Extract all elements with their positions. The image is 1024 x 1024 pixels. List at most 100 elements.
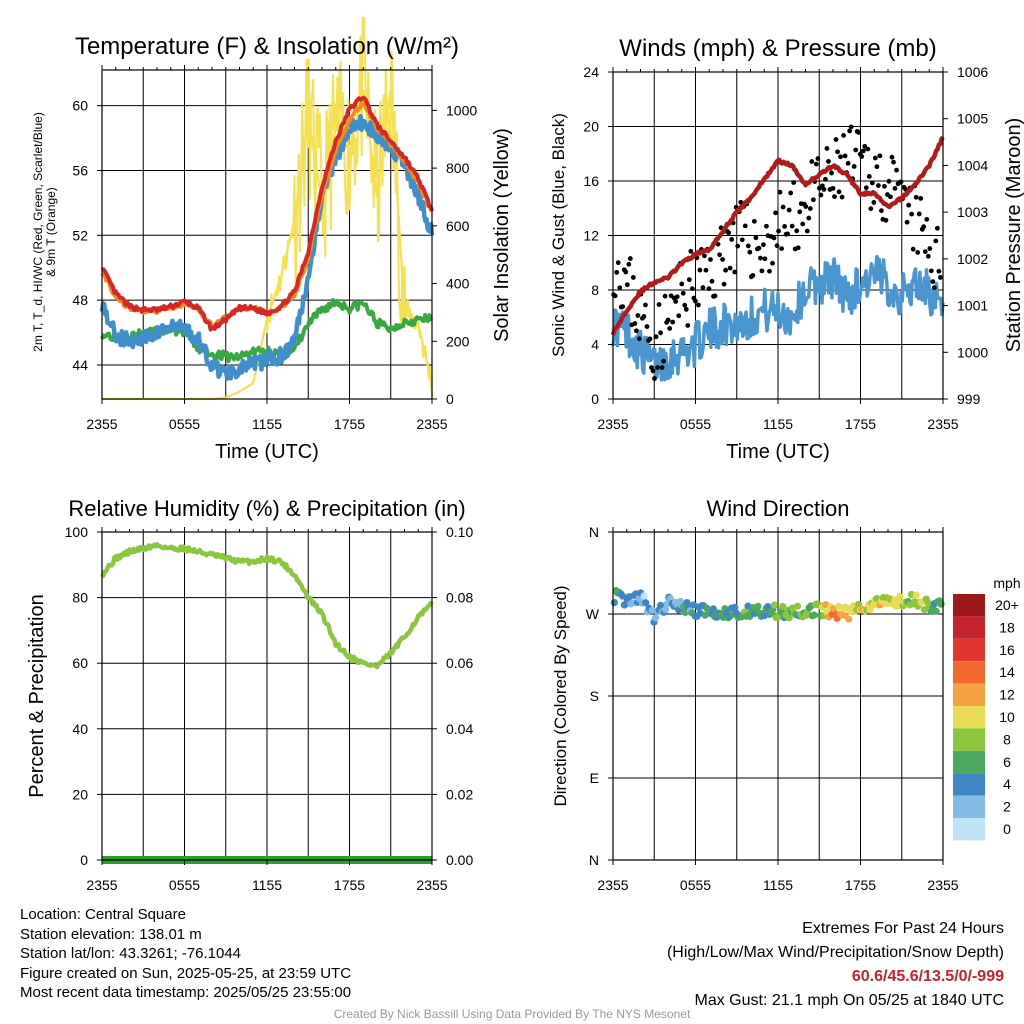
gust-point: [891, 159, 896, 165]
y-tick-label-right: 1000: [957, 344, 988, 360]
gust-point: [620, 304, 626, 310]
gust-point: [712, 293, 718, 299]
gust-point: [742, 223, 748, 229]
gust-point: [644, 324, 650, 329]
gust-point: [925, 253, 931, 259]
gust-point: [886, 178, 892, 184]
gust-point: [928, 268, 934, 274]
gust-point: [859, 154, 865, 159]
extremes-title: Extremes For Past 24 Hours: [802, 920, 1004, 937]
gust-point: [727, 265, 733, 271]
gust-point: [877, 153, 883, 159]
y-tick-label-left: E: [590, 770, 599, 786]
location-text: Location: Central Square: [20, 906, 186, 923]
gust-point: [927, 246, 933, 251]
recent-text: Most recent data timestamp: 2025/05/25 2…: [20, 984, 352, 1001]
gust-point: [937, 275, 943, 280]
gust-point: [875, 183, 881, 188]
gust-point: [866, 174, 872, 179]
gust-point: [673, 299, 679, 304]
gust-point: [826, 159, 831, 164]
direction-point: [619, 592, 627, 600]
gust-point: [656, 302, 662, 307]
direction-point: [656, 601, 665, 609]
direction-point: [610, 599, 618, 607]
colorbar-swatch: [953, 818, 985, 841]
gust-point: [913, 194, 919, 200]
gust-point: [779, 246, 784, 251]
gust-point: [665, 317, 671, 323]
gust-point: [872, 155, 878, 161]
colorbar-label: 0: [1003, 821, 1011, 837]
gust-point: [830, 185, 836, 191]
gust-point: [874, 164, 880, 170]
gust-point: [686, 277, 692, 283]
gust-point: [815, 156, 821, 161]
gust-point: [906, 202, 912, 208]
gust-point: [617, 285, 623, 291]
gust-point: [685, 323, 691, 328]
colorbar-label: 2: [1003, 799, 1011, 815]
gust-point: [721, 281, 727, 287]
x-tick-label: 1155: [252, 877, 282, 893]
y-tick-label-right: 0.10: [446, 524, 473, 540]
y-tick-label-left: S: [590, 688, 599, 704]
direction-point: [779, 602, 787, 611]
x-tick-label: 1755: [334, 877, 365, 893]
gust-point: [803, 204, 809, 209]
gust-point: [747, 249, 753, 255]
gust-point: [706, 286, 712, 292]
colorbar-swatch: [953, 795, 985, 818]
y-tick-label-left: 44: [72, 357, 88, 373]
gust-point: [930, 279, 936, 285]
gust-point: [931, 285, 937, 291]
gust-point: [612, 293, 618, 299]
y-tick-label-left: 56: [72, 162, 88, 178]
y-tick-label-right: 200: [446, 333, 470, 349]
x-tick-label: 1755: [334, 416, 365, 432]
direction-point: [896, 593, 904, 601]
gust-point: [922, 249, 928, 255]
panel-winds-pressure: 2355 0555 1155 1755 2355 0 4 8 12 16 20 24 999 1000 10…: [549, 35, 1024, 463]
direction-point: [661, 605, 670, 613]
x-tick-label: 2355: [416, 416, 447, 432]
y-tick-label-left: 60: [72, 98, 88, 114]
gust-point: [762, 256, 768, 262]
colorbar-swatch: [953, 594, 985, 617]
gust-point: [723, 267, 729, 273]
gust-point: [863, 185, 869, 191]
direction-point: [701, 611, 709, 619]
gust-point: [729, 237, 735, 242]
gust-point: [697, 267, 703, 273]
gust-point: [653, 334, 659, 340]
y-tick-label-left: 0: [591, 391, 599, 407]
gust-point: [833, 137, 839, 142]
series-solar-insolation-detail: [266, 16, 433, 397]
y-tick-label-left: W: [586, 606, 600, 622]
gust-point: [797, 209, 803, 215]
series-2m-t: [100, 95, 434, 332]
y-tick-label-left: 8: [591, 282, 599, 298]
y-tick-label-right: 999: [957, 391, 981, 407]
gust-point: [776, 228, 781, 234]
created-text: Figure created on Sun, 2025-05-25, at 23…: [20, 964, 352, 982]
gust-point: [735, 243, 741, 249]
extremes-values: 60.6/45.6/13.5/0/-999: [851, 968, 1004, 985]
gust-point: [806, 215, 812, 221]
gust-point: [679, 281, 685, 287]
gust-point: [909, 211, 915, 217]
gust-point: [823, 176, 828, 182]
gust-point: [862, 143, 868, 149]
gust-point: [695, 302, 701, 308]
y-tick-label-right: 1000: [446, 102, 477, 118]
gust-point: [832, 194, 837, 199]
x-tick-label: 2355: [416, 877, 447, 893]
chart-title: Relative Humidity (%) & Precipitation (i…: [68, 496, 465, 521]
gust-point: [933, 238, 939, 244]
y-tick-label-left: 80: [72, 590, 88, 606]
y-tick-label-left: 24: [583, 64, 599, 80]
gust-point: [770, 260, 775, 266]
gust-point: [767, 268, 772, 274]
gust-point: [791, 180, 797, 185]
gust-point: [777, 189, 783, 195]
